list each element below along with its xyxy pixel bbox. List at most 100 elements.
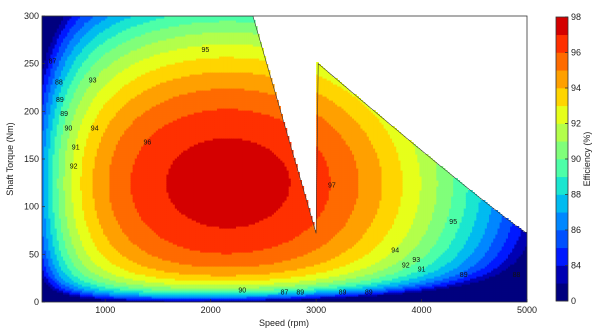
contour-cell <box>60 74 64 77</box>
contour-cell <box>56 190 60 193</box>
contour-cell <box>50 210 54 213</box>
contour-cell <box>63 178 66 181</box>
contour-cell <box>71 136 75 139</box>
contour-cell <box>46 274 49 277</box>
contour-cell <box>69 148 73 151</box>
contour-cell <box>92 242 96 245</box>
contour-cell <box>46 126 49 129</box>
contour-cell <box>88 78 92 81</box>
contour-cell <box>71 220 75 223</box>
contour-cell <box>92 92 96 95</box>
contour-cell <box>42 44 45 47</box>
contour-cell <box>71 250 75 253</box>
contour-cell <box>56 68 60 71</box>
contour-cell <box>75 132 79 135</box>
contour-cell <box>50 174 54 177</box>
contour-cell <box>92 88 96 91</box>
contour-cell <box>96 266 100 269</box>
contour-cell <box>71 58 75 61</box>
contour-cell <box>48 124 52 127</box>
contour-cell <box>75 124 79 127</box>
contour-cell <box>50 88 54 91</box>
contour-cell <box>82 18 85 21</box>
contour-cell <box>65 212 68 215</box>
contour-cell <box>73 292 77 295</box>
contour-cell <box>79 200 83 203</box>
contour-cell <box>86 272 89 275</box>
contour-cell <box>67 278 71 281</box>
contour-cell <box>88 112 92 115</box>
contour-cell <box>65 178 68 181</box>
contour-cell <box>46 46 49 49</box>
contour-cell <box>48 74 52 77</box>
contour-cell <box>82 122 85 125</box>
contour-cell <box>42 286 45 289</box>
contour-cell <box>63 98 66 101</box>
contour-cell <box>86 50 89 53</box>
contour-cell <box>86 138 89 141</box>
contour-cell <box>79 220 83 223</box>
contour-cell <box>88 42 92 45</box>
contour-cell <box>82 32 85 35</box>
contour-cell <box>90 126 94 129</box>
contour-cell <box>75 88 79 91</box>
contour-cell <box>48 170 52 173</box>
contour-cell <box>73 270 77 273</box>
contour-cell <box>71 198 75 201</box>
contour-cell <box>56 144 60 147</box>
contour-cell <box>92 66 96 69</box>
contour-cell <box>63 296 66 299</box>
contour-cell <box>56 162 60 165</box>
contour-cell <box>82 94 85 97</box>
contour-cell <box>65 114 68 117</box>
contour-cell <box>86 288 89 291</box>
contour-cell <box>82 90 85 93</box>
contour-cell <box>90 206 94 209</box>
contour-cell <box>52 178 56 181</box>
contour-cell <box>65 268 68 271</box>
contour-cell <box>67 48 71 51</box>
contour-cell <box>63 116 66 119</box>
contour-cell <box>46 276 49 279</box>
contour-cell <box>71 56 75 59</box>
contour-cell <box>56 292 60 295</box>
contour-cell <box>79 108 83 111</box>
contour-cell <box>71 260 75 263</box>
contour-cell <box>92 46 96 49</box>
contour-cell <box>44 236 47 239</box>
contour-cell <box>71 236 75 239</box>
contour-cell <box>71 278 75 281</box>
contour-cell <box>86 30 89 33</box>
contour-cell <box>67 178 71 181</box>
contour-cell <box>88 204 92 207</box>
contour-cell <box>42 94 45 97</box>
contour-cell <box>94 244 98 247</box>
contour-cell <box>50 278 54 281</box>
contour-cell <box>73 226 77 229</box>
contour-cell <box>75 268 79 271</box>
contour-cell <box>86 36 89 39</box>
contour-cell <box>54 258 58 261</box>
contour-cell <box>92 198 96 201</box>
contour-cell <box>82 42 85 45</box>
contour-cell <box>84 134 87 137</box>
contour-cell <box>46 156 49 159</box>
contour-cell <box>65 68 68 71</box>
contour-cell <box>73 214 77 217</box>
contour-cell <box>44 220 47 223</box>
contour-cell <box>65 204 68 207</box>
contour-cell <box>42 154 45 157</box>
contour-cell <box>94 120 98 123</box>
contour-cell <box>88 156 92 159</box>
contour-cell <box>56 226 60 229</box>
contour-cell <box>84 112 87 115</box>
contour-cell <box>77 284 81 287</box>
contour-cell <box>71 292 75 295</box>
contour-cell <box>65 240 68 243</box>
contour-cell <box>86 226 89 229</box>
contour-cell <box>90 108 94 111</box>
contour-cell <box>75 72 79 75</box>
contour-cell <box>56 58 60 61</box>
contour-cell <box>48 178 52 181</box>
contour-cell <box>73 262 77 265</box>
